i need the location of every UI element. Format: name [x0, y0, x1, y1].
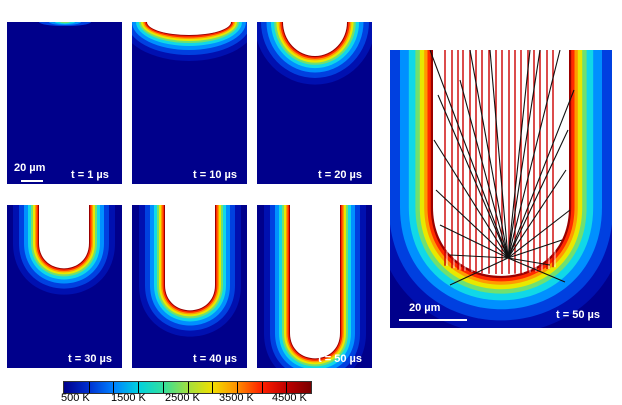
panel-t20: t = 20 µs [257, 10, 372, 184]
colorbar-tick [261, 382, 263, 393]
time-label: t = 10 µs [193, 169, 237, 181]
laser-ray-reflected [459, 79, 509, 259]
colorbar-tick [286, 382, 288, 393]
colorbar-label: 3500 K [219, 392, 254, 404]
surface-strip [257, 193, 372, 205]
time-label: t = 30 µs [68, 353, 112, 365]
colorbar-tick [187, 382, 189, 393]
colorbar-tick [236, 382, 238, 393]
laser-ray-reflected [507, 209, 571, 259]
colorbar [63, 381, 312, 394]
temperature-field [132, 10, 247, 61]
laser-ray-reflected [435, 189, 509, 259]
colorbar-tick [113, 382, 115, 393]
time-label: t = 50 µs [318, 353, 362, 365]
colorbar-tick [162, 382, 164, 393]
laser-ray-reflected [507, 129, 569, 259]
colorbar-label: 500 K [61, 392, 90, 404]
temperature-field [257, 10, 372, 85]
time-label: t = 40 µs [193, 353, 237, 365]
panel-t40: t = 40 µs [132, 193, 247, 368]
panel-t10: t = 10 µs [132, 10, 247, 184]
laser-ray-reflected [433, 139, 509, 259]
laser-ray-reflected [507, 50, 541, 259]
colorbar-label: 1500 K [111, 392, 146, 404]
scale-bar-label: 20 µm [409, 302, 441, 314]
colorbar-tick [138, 382, 140, 393]
surface-strip [7, 193, 122, 205]
temperature-field [132, 193, 247, 337]
laser-ray-reflected [489, 50, 509, 259]
laser-ray-reflected [507, 50, 531, 259]
laser-ray-reflected [469, 50, 509, 259]
laser-ray-reflected [507, 257, 551, 266]
isotherm-layer [39, 205, 89, 269]
isotherm-layer [165, 205, 215, 311]
laser-ray-reflected [507, 169, 567, 259]
panel-large-t50: 20 µm t = 50 µs [390, 50, 612, 328]
panel-t1: 20 µm t = 1 µs [7, 10, 122, 184]
scale-bar-label: 20 µm [14, 162, 46, 174]
isotherm-layer [290, 205, 340, 359]
laser-ray-reflected [449, 254, 509, 259]
time-label: t = 20 µs [318, 169, 362, 181]
panel-t30: t = 30 µs [7, 193, 122, 368]
temperature-field [7, 193, 122, 295]
scale-bar [399, 319, 467, 321]
surface-strip [257, 10, 372, 22]
panel-t50: t = 50 µs [257, 193, 372, 368]
scale-bar [21, 180, 43, 182]
surface-strip [132, 10, 247, 22]
laser-ray-reflected [507, 89, 575, 259]
laser-ray-reflected [507, 239, 563, 259]
laser-ray-reflected [507, 50, 561, 259]
surface-strip [7, 10, 122, 22]
laser-ray-reflected [449, 257, 509, 286]
temperature-field [257, 193, 372, 368]
time-label: t = 50 µs [556, 309, 600, 321]
colorbar-tick [88, 382, 90, 393]
colorbar-label: 2500 K [165, 392, 200, 404]
surface-strip [132, 193, 247, 205]
laser-ray-reflected [507, 257, 566, 283]
laser-ray-reflected [437, 94, 509, 259]
colorbar-tick [212, 382, 214, 393]
colorbar-label: 4500 K [272, 392, 307, 404]
temperature-field [7, 10, 122, 26]
time-label: t = 1 µs [71, 169, 109, 181]
laser-ray-reflected [429, 50, 509, 259]
temperature-field-with-rays [390, 50, 612, 328]
laser-ray-reflected [439, 224, 509, 259]
